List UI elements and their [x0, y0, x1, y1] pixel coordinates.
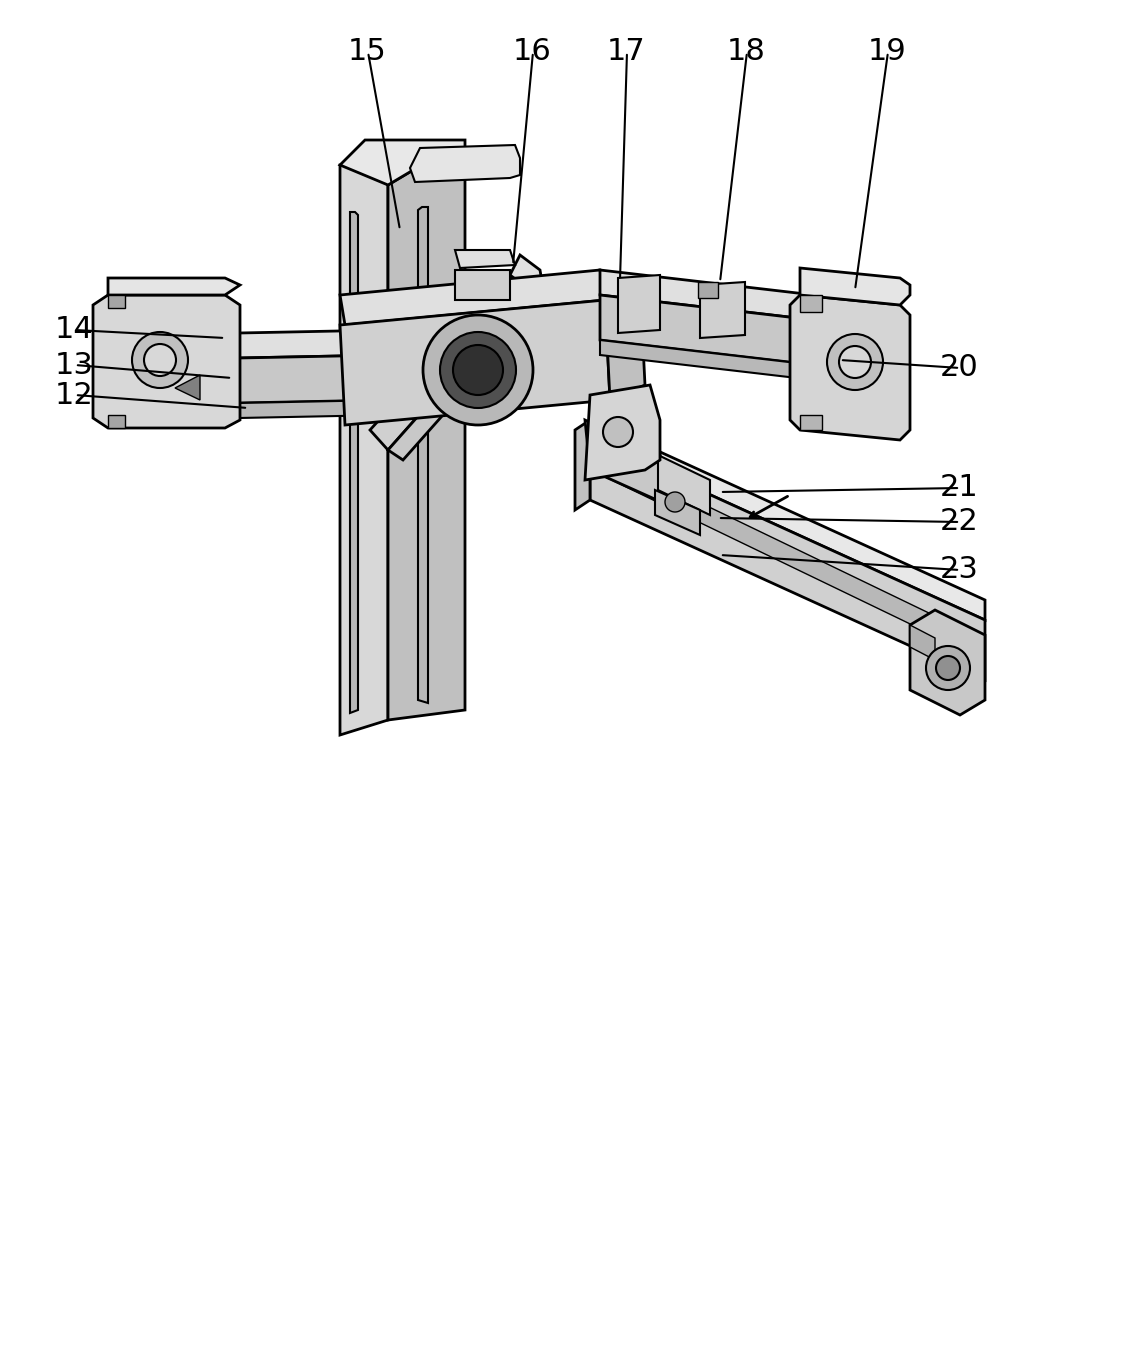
Polygon shape	[600, 340, 900, 390]
Polygon shape	[108, 278, 240, 296]
Polygon shape	[585, 385, 660, 481]
Polygon shape	[800, 269, 910, 305]
Polygon shape	[410, 144, 520, 182]
Polygon shape	[595, 452, 960, 648]
Text: 15: 15	[348, 38, 387, 66]
Polygon shape	[340, 270, 605, 325]
Polygon shape	[140, 355, 388, 405]
Text: 12: 12	[55, 381, 94, 409]
Polygon shape	[388, 161, 465, 720]
Polygon shape	[108, 296, 126, 308]
Polygon shape	[115, 360, 140, 375]
Text: 14: 14	[55, 316, 94, 344]
Polygon shape	[93, 296, 240, 428]
Polygon shape	[800, 296, 822, 312]
Polygon shape	[590, 420, 985, 620]
Polygon shape	[698, 282, 717, 298]
Text: 17: 17	[606, 38, 646, 66]
Circle shape	[926, 647, 970, 690]
Polygon shape	[340, 165, 388, 734]
Polygon shape	[605, 285, 645, 400]
Text: 20: 20	[941, 354, 979, 382]
Polygon shape	[590, 440, 985, 680]
Circle shape	[827, 333, 883, 390]
Text: 16: 16	[513, 38, 552, 66]
Polygon shape	[658, 455, 710, 514]
Polygon shape	[108, 414, 126, 428]
Circle shape	[423, 315, 532, 425]
Polygon shape	[140, 329, 388, 360]
Polygon shape	[585, 420, 668, 505]
Polygon shape	[910, 610, 985, 716]
Polygon shape	[618, 275, 660, 333]
Polygon shape	[108, 308, 220, 340]
Polygon shape	[455, 250, 515, 269]
Polygon shape	[350, 212, 358, 713]
Text: 18: 18	[728, 38, 766, 66]
Polygon shape	[910, 625, 935, 660]
Polygon shape	[140, 400, 388, 420]
Circle shape	[132, 332, 188, 387]
Circle shape	[936, 656, 960, 680]
Polygon shape	[340, 140, 465, 185]
Polygon shape	[575, 420, 590, 510]
Text: 23: 23	[941, 555, 979, 585]
Circle shape	[143, 344, 176, 377]
Polygon shape	[388, 290, 545, 460]
Polygon shape	[510, 255, 545, 300]
Polygon shape	[418, 207, 428, 703]
Polygon shape	[655, 490, 700, 535]
Circle shape	[603, 417, 633, 447]
Circle shape	[453, 346, 503, 396]
Polygon shape	[800, 414, 822, 431]
Polygon shape	[115, 342, 140, 360]
Polygon shape	[108, 379, 220, 414]
Polygon shape	[700, 282, 745, 338]
Polygon shape	[340, 300, 610, 425]
Polygon shape	[370, 275, 530, 450]
Text: 21: 21	[941, 474, 979, 502]
Circle shape	[665, 491, 685, 512]
Text: 19: 19	[868, 38, 907, 66]
Polygon shape	[600, 270, 900, 329]
Polygon shape	[175, 375, 200, 400]
Polygon shape	[110, 329, 140, 405]
Polygon shape	[455, 270, 510, 300]
Polygon shape	[600, 296, 900, 375]
Text: 22: 22	[941, 508, 979, 536]
Polygon shape	[790, 296, 910, 440]
Circle shape	[839, 346, 871, 378]
Polygon shape	[108, 340, 220, 379]
Circle shape	[441, 332, 516, 408]
Text: 13: 13	[55, 351, 94, 379]
